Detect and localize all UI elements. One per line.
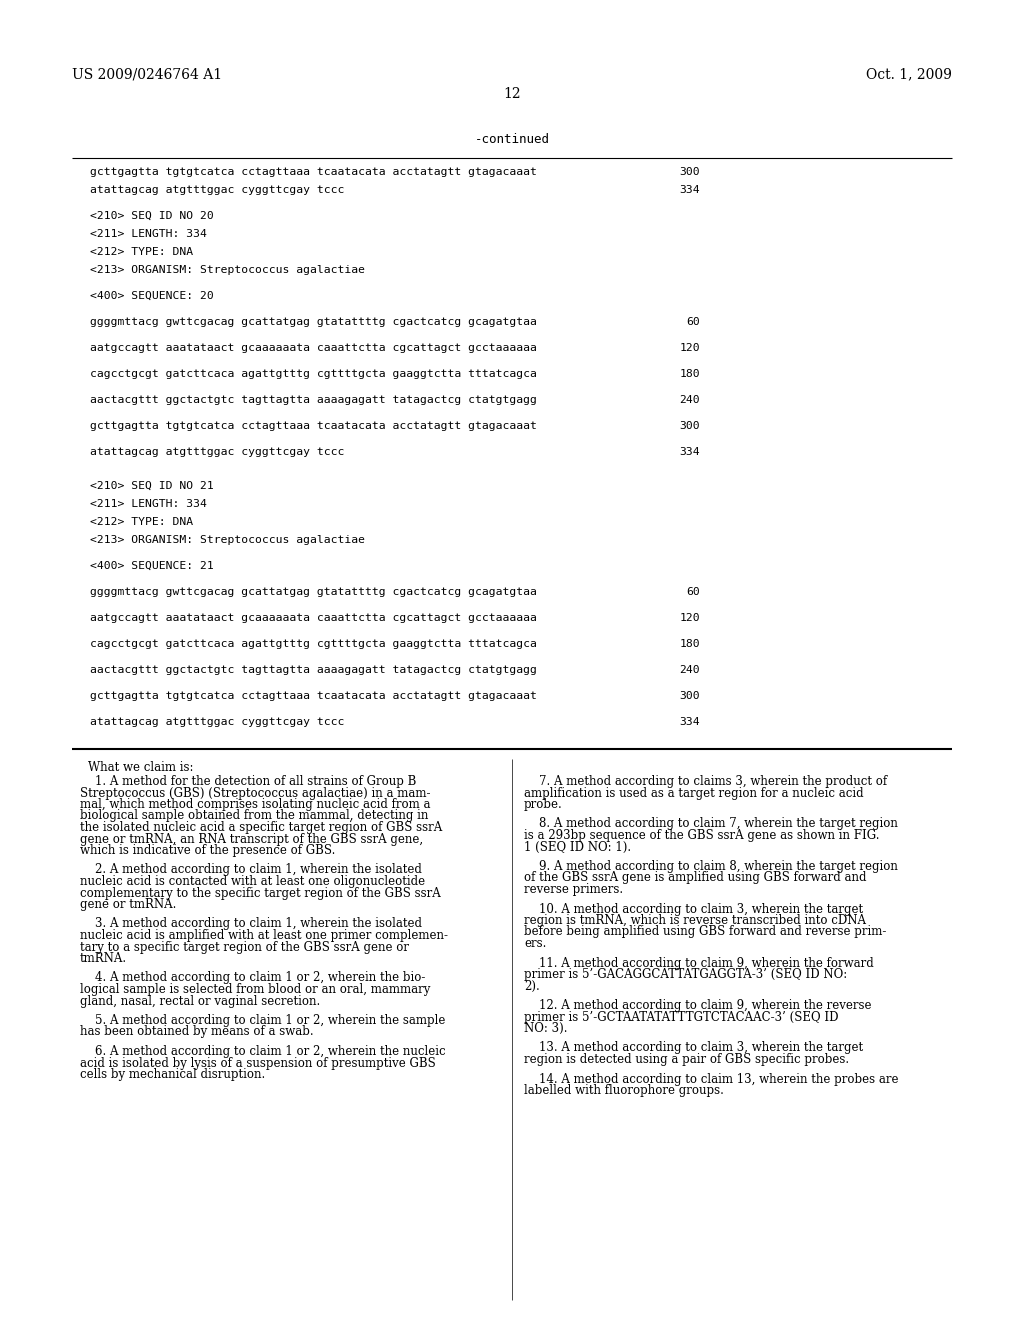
Text: 1. A method for the detection of all strains of Group B: 1. A method for the detection of all str…: [80, 775, 417, 788]
Text: region is tmRNA, which is reverse transcribed into cDNA: region is tmRNA, which is reverse transc…: [524, 913, 866, 927]
Text: acid is isolated by lysis of a suspension of presumptive GBS: acid is isolated by lysis of a suspensio…: [80, 1056, 436, 1069]
Text: ggggmttacg gwttcgacag gcattatgag gtatattttg cgactcatcg gcagatgtaa: ggggmttacg gwttcgacag gcattatgag gtatatt…: [90, 317, 537, 327]
Text: What we claim is:: What we claim is:: [88, 762, 194, 774]
Text: <211> LENGTH: 334: <211> LENGTH: 334: [90, 499, 207, 510]
Text: 334: 334: [679, 185, 700, 195]
Text: 2).: 2).: [524, 979, 540, 993]
Text: gcttgagtta tgtgtcatca cctagttaaa tcaatacata acctatagtt gtagacaaat: gcttgagtta tgtgtcatca cctagttaaa tcaatac…: [90, 168, 537, 177]
Text: has been obtained by means of a swab.: has been obtained by means of a swab.: [80, 1026, 313, 1039]
Text: 120: 120: [679, 612, 700, 623]
Text: <210> SEQ ID NO 21: <210> SEQ ID NO 21: [90, 480, 214, 491]
Text: of the GBS ssrA gene is amplified using GBS forward and: of the GBS ssrA gene is amplified using …: [524, 871, 866, 884]
Text: before being amplified using GBS forward and reverse prim-: before being amplified using GBS forward…: [524, 925, 887, 939]
Text: 14. A method according to claim 13, wherein the probes are: 14. A method according to claim 13, wher…: [524, 1072, 898, 1085]
Text: ers.: ers.: [524, 937, 547, 950]
Text: 6. A method according to claim 1 or 2, wherein the nucleic: 6. A method according to claim 1 or 2, w…: [80, 1045, 445, 1059]
Text: gcttgagtta tgtgtcatca cctagttaaa tcaatacata acctatagtt gtagacaaat: gcttgagtta tgtgtcatca cctagttaaa tcaatac…: [90, 421, 537, 432]
Text: <400> SEQUENCE: 21: <400> SEQUENCE: 21: [90, 561, 214, 572]
Text: tary to a specific target region of the GBS ssrA gene or: tary to a specific target region of the …: [80, 940, 409, 953]
Text: 2. A method according to claim 1, wherein the isolated: 2. A method according to claim 1, wherei…: [80, 863, 422, 876]
Text: complementary to the specific target region of the GBS ssrA: complementary to the specific target reg…: [80, 887, 440, 899]
Text: atattagcag atgtttggac cyggttcgay tccc: atattagcag atgtttggac cyggttcgay tccc: [90, 717, 344, 727]
Text: <212> TYPE: DNA: <212> TYPE: DNA: [90, 517, 194, 527]
Text: 12: 12: [503, 87, 521, 102]
Text: probe.: probe.: [524, 799, 563, 810]
Text: which is indicative of the presence of GBS.: which is indicative of the presence of G…: [80, 843, 336, 857]
Text: Oct. 1, 2009: Oct. 1, 2009: [866, 67, 952, 81]
Text: labelled with fluorophore groups.: labelled with fluorophore groups.: [524, 1084, 724, 1097]
Text: 300: 300: [679, 690, 700, 701]
Text: 334: 334: [679, 717, 700, 727]
Text: the isolated nucleic acid a specific target region of GBS ssrA: the isolated nucleic acid a specific tar…: [80, 821, 442, 834]
Text: nucleic acid is amplified with at least one primer complemen-: nucleic acid is amplified with at least …: [80, 929, 449, 942]
Text: aactacgttt ggctactgtc tagttagtta aaaagagatt tatagactcg ctatgtgagg: aactacgttt ggctactgtc tagttagtta aaaagag…: [90, 665, 537, 675]
Text: 60: 60: [686, 317, 700, 327]
Text: primer is 5’-GACAGGCATTATGAGGTA-3’ (SEQ ID NO:: primer is 5’-GACAGGCATTATGAGGTA-3’ (SEQ …: [524, 968, 847, 981]
Text: <213> ORGANISM: Streptococcus agalactiae: <213> ORGANISM: Streptococcus agalactiae: [90, 265, 365, 275]
Text: 9. A method according to claim 8, wherein the target region: 9. A method according to claim 8, wherei…: [524, 861, 898, 873]
Text: 10. A method according to claim 3, wherein the target: 10. A method according to claim 3, where…: [524, 903, 863, 916]
Text: ggggmttacg gwttcgacag gcattatgag gtatattttg cgactcatcg gcagatgtaa: ggggmttacg gwttcgacag gcattatgag gtatatt…: [90, 587, 537, 597]
Text: amplification is used as a target region for a nucleic acid: amplification is used as a target region…: [524, 787, 863, 800]
Text: 180: 180: [679, 370, 700, 379]
Text: gland, nasal, rectal or vaginal secretion.: gland, nasal, rectal or vaginal secretio…: [80, 994, 321, 1007]
Text: 7. A method according to claims 3, wherein the product of: 7. A method according to claims 3, where…: [524, 775, 887, 788]
Text: <213> ORGANISM: Streptococcus agalactiae: <213> ORGANISM: Streptococcus agalactiae: [90, 535, 365, 545]
Text: biological sample obtained from the mammal, detecting in: biological sample obtained from the mamm…: [80, 809, 428, 822]
Text: tmRNA.: tmRNA.: [80, 952, 127, 965]
Text: 12. A method according to claim 9, wherein the reverse: 12. A method according to claim 9, where…: [524, 999, 871, 1012]
Text: <210> SEQ ID NO 20: <210> SEQ ID NO 20: [90, 211, 214, 220]
Text: primer is 5’-GCTAATATATTTGTCTACAAC-3’ (SEQ ID: primer is 5’-GCTAATATATTTGTCTACAAC-3’ (S…: [524, 1011, 839, 1023]
Text: atattagcag atgtttggac cyggttcgay tccc: atattagcag atgtttggac cyggttcgay tccc: [90, 447, 344, 457]
Text: logical sample is selected from blood or an oral, mammary: logical sample is selected from blood or…: [80, 983, 430, 997]
Text: aatgccagtt aaatataact gcaaaaaata caaattctta cgcattagct gcctaaaaaa: aatgccagtt aaatataact gcaaaaaata caaattc…: [90, 343, 537, 352]
Text: 240: 240: [679, 395, 700, 405]
Text: 120: 120: [679, 343, 700, 352]
Text: cagcctgcgt gatcttcaca agattgtttg cgttttgcta gaaggtctta tttatcagca: cagcctgcgt gatcttcaca agattgtttg cgttttg…: [90, 639, 537, 649]
Text: 11. A method according to claim 9, wherein the forward: 11. A method according to claim 9, where…: [524, 957, 873, 969]
Text: mal, which method comprises isolating nucleic acid from a: mal, which method comprises isolating nu…: [80, 799, 430, 810]
Text: 240: 240: [679, 665, 700, 675]
Text: 8. A method according to claim 7, wherein the target region: 8. A method according to claim 7, wherei…: [524, 817, 898, 830]
Text: 180: 180: [679, 639, 700, 649]
Text: region is detected using a pair of GBS specific probes.: region is detected using a pair of GBS s…: [524, 1053, 849, 1067]
Text: aactacgttt ggctactgtc tagttagtta aaaagagatt tatagactcg ctatgtgagg: aactacgttt ggctactgtc tagttagtta aaaagag…: [90, 395, 537, 405]
Text: reverse primers.: reverse primers.: [524, 883, 624, 896]
Text: gene or tmRNA, an RNA transcript of the GBS ssrA gene,: gene or tmRNA, an RNA transcript of the …: [80, 833, 423, 846]
Text: Streptococcus (GBS) (Streptococcus agalactiae) in a mam-: Streptococcus (GBS) (Streptococcus agala…: [80, 787, 430, 800]
Text: gene or tmRNA.: gene or tmRNA.: [80, 898, 176, 911]
Text: cagcctgcgt gatcttcaca agattgtttg cgttttgcta gaaggtctta tttatcagca: cagcctgcgt gatcttcaca agattgtttg cgttttg…: [90, 370, 537, 379]
Text: -continued: -continued: [474, 133, 550, 147]
Text: atattagcag atgtttggac cyggttcgay tccc: atattagcag atgtttggac cyggttcgay tccc: [90, 185, 344, 195]
Text: aatgccagtt aaatataact gcaaaaaata caaattctta cgcattagct gcctaaaaaa: aatgccagtt aaatataact gcaaaaaata caaattc…: [90, 612, 537, 623]
Text: 5. A method according to claim 1 or 2, wherein the sample: 5. A method according to claim 1 or 2, w…: [80, 1014, 445, 1027]
Text: NO: 3).: NO: 3).: [524, 1022, 567, 1035]
Text: 3. A method according to claim 1, wherein the isolated: 3. A method according to claim 1, wherei…: [80, 917, 422, 931]
Text: 300: 300: [679, 168, 700, 177]
Text: US 2009/0246764 A1: US 2009/0246764 A1: [72, 67, 222, 81]
Text: 60: 60: [686, 587, 700, 597]
Text: 300: 300: [679, 421, 700, 432]
Text: <400> SEQUENCE: 20: <400> SEQUENCE: 20: [90, 290, 214, 301]
Text: 334: 334: [679, 447, 700, 457]
Text: 4. A method according to claim 1 or 2, wherein the bio-: 4. A method according to claim 1 or 2, w…: [80, 972, 425, 985]
Text: cells by mechanical disruption.: cells by mechanical disruption.: [80, 1068, 265, 1081]
Text: nucleic acid is contacted with at least one oligonucleotide: nucleic acid is contacted with at least …: [80, 875, 425, 888]
Text: 1 (SEQ ID NO: 1).: 1 (SEQ ID NO: 1).: [524, 841, 631, 854]
Text: 13. A method according to claim 3, wherein the target: 13. A method according to claim 3, where…: [524, 1041, 863, 1055]
Text: <212> TYPE: DNA: <212> TYPE: DNA: [90, 247, 194, 257]
Text: <211> LENGTH: 334: <211> LENGTH: 334: [90, 228, 207, 239]
Text: is a 293bp sequence of the GBS ssrA gene as shown in FIG.: is a 293bp sequence of the GBS ssrA gene…: [524, 829, 880, 842]
Text: gcttgagtta tgtgtcatca cctagttaaa tcaatacata acctatagtt gtagacaaat: gcttgagtta tgtgtcatca cctagttaaa tcaatac…: [90, 690, 537, 701]
